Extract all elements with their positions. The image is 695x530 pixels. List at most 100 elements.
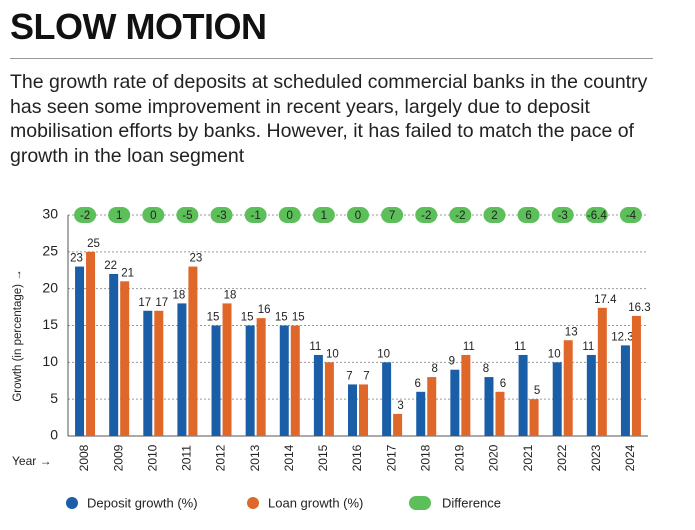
bar [450,369,460,436]
value-label: 11 [582,341,594,353]
difference-label: -4 [626,210,637,222]
legend-label: Deposit growth (%) [87,495,198,510]
difference-label: 0 [355,210,361,222]
x-tick-label: 2019 [453,444,467,471]
value-label: 13 [565,326,578,338]
legend-swatch [66,497,78,509]
bar [631,315,641,436]
value-label: 8 [483,363,489,375]
subtitle: The growth rate of deposits at scheduled… [10,71,648,167]
x-tick-label: 2014 [282,444,296,471]
value-label: 10 [548,348,561,360]
value-label: 16.3 [628,302,650,314]
difference-label: -6.4 [587,210,607,222]
value-label: 6 [500,378,506,390]
value-label: 11 [309,341,321,353]
bar [529,399,539,436]
bar [154,310,164,436]
difference-pill [108,207,131,223]
value-label: 25 [87,238,100,250]
value-label: 15 [275,312,288,324]
bar [416,391,426,436]
value-label: 23 [70,253,83,265]
difference-pill [312,207,335,223]
value-label: 10 [326,348,339,360]
bar [518,354,528,436]
value-label: 18 [173,289,186,301]
difference-pill [142,207,165,223]
bar [620,345,630,436]
x-tick-label: 2022 [555,444,569,471]
bar [188,266,198,436]
value-label: 7 [346,370,352,382]
bar [427,377,437,436]
difference-label: 1 [321,210,327,222]
x-tick-label: 2012 [214,444,228,471]
value-label: 9 [449,356,455,368]
difference-label: -5 [182,210,192,222]
bar [120,281,130,436]
legend-swatch [247,497,259,509]
difference-pill [449,207,472,223]
bar [348,384,357,436]
difference-label: -3 [558,210,568,222]
value-label: 17 [138,297,151,309]
difference-label: 7 [389,210,395,222]
x-tick-label: 2018 [418,444,432,471]
bar [245,325,255,436]
value-label: 11 [463,341,475,353]
difference-label: -2 [80,210,90,222]
value-label: 6 [415,378,421,390]
y-tick-label: 15 [42,316,58,332]
bar [586,354,596,436]
difference-label: -3 [216,210,226,222]
title-rule [10,58,653,59]
bar [75,266,85,436]
legend-label: Difference [442,495,501,510]
value-label: 15 [292,312,305,324]
bar [313,354,323,436]
difference-pill [278,207,301,223]
x-tick-label: 2010 [145,444,159,471]
bar [597,307,607,436]
bar [256,318,266,436]
value-label: 22 [104,260,117,272]
title: SLOW MOTION [10,6,267,47]
difference-label: 0 [287,210,293,222]
difference-pill [585,207,608,223]
x-tick-label: 2024 [623,444,637,471]
value-label: 23 [190,253,203,265]
x-tick-label: 2008 [77,444,91,471]
bar [222,303,232,436]
difference-pill [74,207,97,223]
value-label: 10 [377,348,390,360]
x-tick-label: 2021 [521,444,535,471]
bar [109,273,119,436]
bar [484,377,494,436]
value-label: 17 [155,297,168,309]
x-tick-label: 2016 [350,444,364,471]
y-axis-label: Growth (in percentage) → [12,269,24,401]
difference-label: -2 [421,210,431,222]
bar [177,303,187,436]
x-tick-label: 2013 [248,444,262,471]
x-tick-label: 2009 [111,444,125,471]
bar [461,354,471,436]
bar [290,325,300,436]
bar [552,362,562,436]
difference-label: -2 [455,210,465,222]
bar [279,325,289,436]
value-label: 15 [241,312,254,324]
bar [143,310,153,436]
x-tick-label: 2020 [487,444,501,471]
value-label: 21 [121,267,134,279]
difference-label: 0 [150,210,156,222]
difference-label: 6 [525,210,531,222]
difference-pill [244,207,267,223]
value-label: 17.4 [594,294,617,306]
x-tick-label: 2011 [180,445,194,471]
value-label: 16 [258,304,271,316]
difference-pill [551,207,574,223]
value-label: 5 [534,385,540,397]
